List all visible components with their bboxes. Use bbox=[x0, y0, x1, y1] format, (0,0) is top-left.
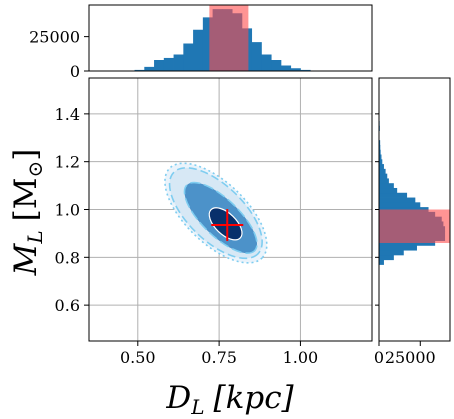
y-tick-label-1: 0.8 bbox=[55, 248, 80, 267]
top-hist-bar-3 bbox=[163, 57, 174, 71]
right-hist-bar-2 bbox=[379, 250, 404, 256]
right-hist-bar-22 bbox=[379, 154, 382, 160]
right-hist-bar-13 bbox=[379, 197, 416, 203]
x-tick-label-2: 1.00 bbox=[283, 348, 319, 367]
y-axis-label-unit-sub: ⊙ bbox=[23, 161, 47, 178]
top-hist-bar-6 bbox=[193, 29, 204, 71]
top-hist-bar-17 bbox=[300, 69, 311, 71]
top-y-tick-label-1: 25000 bbox=[29, 28, 80, 47]
right-hist-bar-25 bbox=[379, 140, 381, 146]
right-hist-bar-0 bbox=[379, 259, 384, 265]
right-hist-bar-17 bbox=[379, 178, 389, 184]
main-panel: 0.50 0.75 1.00 0.6 0.8 1.0 1.2 1.4 bbox=[55, 77, 373, 367]
x-tick-label-1: 0.75 bbox=[201, 348, 237, 367]
right-hist-bar-23 bbox=[379, 149, 381, 155]
right-hist-bar-20 bbox=[379, 164, 384, 170]
right-hist-bar-1 bbox=[379, 254, 394, 261]
y-tick-label-4: 1.4 bbox=[55, 105, 80, 124]
top-histogram-highlight bbox=[209, 5, 249, 71]
x-axis-label-unit: [kpc] bbox=[213, 380, 294, 416]
right-hist-bar-21 bbox=[379, 159, 383, 165]
x-axis-label: DL [kpc] bbox=[165, 380, 294, 419]
top-hist-bar-4 bbox=[173, 54, 184, 71]
right-x-tick-label-0: 0 bbox=[374, 348, 384, 367]
main-y-ticks: 0.6 0.8 1.0 1.2 1.4 bbox=[55, 105, 89, 315]
contour-inner bbox=[208, 207, 243, 241]
x-axis-label-sub: L bbox=[190, 395, 204, 419]
right-histogram-y-ticks bbox=[375, 113, 379, 306]
x-tick-label-0: 0.50 bbox=[120, 348, 156, 367]
y-tick-label-0: 0.6 bbox=[55, 296, 80, 315]
y-tick-label-3: 1.2 bbox=[55, 153, 80, 172]
top-hist-bar-15 bbox=[280, 65, 292, 71]
top-histogram-frame bbox=[88, 4, 373, 72]
y-axis-label-close: ] bbox=[8, 149, 44, 161]
y-axis-label-unit: [M bbox=[8, 178, 44, 222]
best-fit-marker bbox=[211, 209, 244, 242]
x-axis-label-var: D bbox=[165, 380, 191, 416]
right-hist-bar-3 bbox=[379, 245, 417, 251]
right-histogram-highlight bbox=[379, 209, 450, 243]
main-contours bbox=[164, 162, 268, 264]
right-hist-bar-4 bbox=[379, 240, 436, 246]
top-y-tick-label-0: 0 bbox=[70, 62, 80, 81]
right-histogram-panel: 0 25000 bbox=[374, 77, 451, 367]
top-hist-bar-0 bbox=[134, 69, 145, 71]
right-hist-bar-14 bbox=[379, 192, 408, 198]
top-hist-bar-2 bbox=[154, 60, 165, 71]
right-hist-bar-16 bbox=[379, 183, 394, 189]
top-hist-bar-14 bbox=[271, 60, 282, 71]
main-x-ticks: 0.50 0.75 1.00 bbox=[120, 341, 318, 367]
right-hist-bar-18 bbox=[379, 173, 388, 179]
right-hist-bar-24 bbox=[379, 144, 381, 151]
right-x-tick-label-1: 25000 bbox=[385, 348, 436, 367]
top-histogram-panel: 0 25000 bbox=[29, 4, 373, 81]
y-tick-label-2: 1.0 bbox=[55, 201, 80, 220]
top-hist-bar-13 bbox=[261, 54, 272, 71]
y-axis-label-var: M bbox=[8, 242, 44, 276]
top-histogram-y-ticks: 0 25000 bbox=[29, 28, 89, 81]
top-hist-bar-16 bbox=[290, 68, 301, 71]
top-hist-bar-12 bbox=[251, 42, 262, 71]
y-axis-label: ML [M⊙] bbox=[8, 149, 47, 277]
top-hist-bar-1 bbox=[144, 66, 155, 71]
y-axis-label-sub: L bbox=[23, 230, 47, 244]
right-hist-bar-15 bbox=[379, 187, 398, 194]
top-hist-bar-5 bbox=[183, 43, 194, 71]
right-hist-bar-19 bbox=[379, 168, 386, 175]
right-histogram-x-ticks: 0 25000 bbox=[374, 341, 436, 367]
top-hist-bar-7 bbox=[202, 17, 214, 71]
right-hist-bar-12 bbox=[379, 202, 421, 208]
